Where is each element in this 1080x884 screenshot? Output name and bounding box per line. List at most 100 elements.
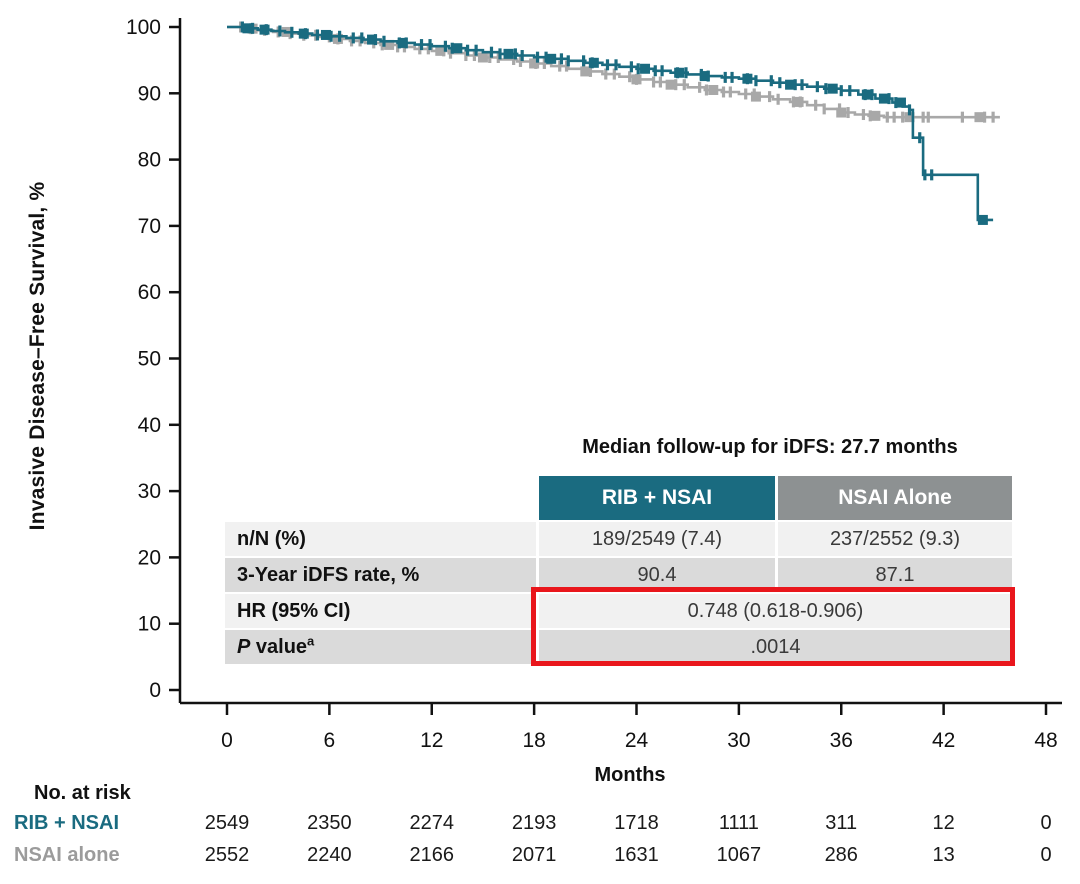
censor-tick	[814, 99, 818, 111]
y-axis-title: Invasive Disease–Free Survival, %	[26, 181, 49, 531]
summary-table-corner-cell	[225, 476, 536, 520]
x-tick-label: 36	[830, 729, 853, 752]
censor-tick	[338, 30, 342, 42]
at-risk-count: 2193	[511, 812, 557, 834]
censor-tick	[982, 111, 987, 123]
censor-block	[827, 83, 838, 94]
censor-tick	[682, 79, 686, 91]
censor-tick	[612, 68, 616, 80]
at-risk-count: 0	[1040, 844, 1052, 866]
censor-block	[332, 33, 343, 44]
censor-tick	[518, 55, 523, 67]
censor-tick	[498, 48, 502, 60]
censor-block	[259, 24, 270, 35]
at-risk-count: 0	[1040, 812, 1052, 834]
x-tick-label: 48	[1034, 729, 1057, 752]
y-tick-label: 10	[138, 613, 161, 636]
y-tick-label: 30	[138, 480, 161, 503]
censor-tick	[488, 51, 492, 63]
at-risk-count: 1718	[614, 812, 659, 834]
value-pvalue: .0014	[539, 630, 1012, 664]
censor-tick	[674, 79, 678, 91]
censor-tick	[564, 60, 569, 72]
summary-col-header-rib: RIB + NSAI	[539, 476, 775, 520]
censor-tick	[923, 169, 927, 181]
censor-tick	[887, 93, 891, 105]
censor-block	[742, 73, 753, 84]
at-risk-title: No. at risk	[34, 782, 131, 804]
at-risk-count: 286	[824, 844, 858, 866]
censor-tick	[240, 21, 244, 33]
censor-tick	[349, 35, 354, 47]
censor-tick	[885, 111, 889, 123]
x-tick-label: 42	[932, 729, 955, 752]
censor-tick	[894, 97, 898, 109]
median-followup-note: Median follow-up for iDFS: 27.7 months	[582, 436, 958, 458]
censor-block	[384, 39, 395, 50]
censor-tick	[358, 35, 362, 47]
censor-block	[674, 67, 685, 78]
censor-tick	[278, 25, 282, 37]
at-risk-row-rib: RIB + NSAI 2549 2350 2274 2193 1718 1111 311 12…	[0, 812, 1080, 838]
censor-tick	[315, 29, 320, 41]
censor-tick	[960, 111, 964, 123]
censor-tick	[723, 71, 727, 83]
x-tick-label: 12	[420, 729, 443, 752]
summary-table: RIB + NSAI NSAI Alone n/N (%) 189/2549 (…	[225, 476, 1012, 664]
censor-tick	[614, 59, 618, 71]
censor-tick	[443, 40, 447, 52]
censor-tick	[921, 111, 925, 123]
censor-block	[665, 79, 676, 90]
censor-block	[435, 45, 446, 56]
censor-tick	[588, 65, 593, 77]
censor-tick	[846, 107, 850, 119]
censor-block	[878, 93, 889, 104]
y-tick-label: 60	[138, 281, 161, 304]
at-risk-label-rib: RIB + NSAI	[14, 812, 120, 834]
censor-block	[588, 57, 599, 68]
censor-tick	[558, 60, 562, 72]
censor-block	[640, 63, 651, 74]
censor-tick	[496, 51, 500, 63]
at-risk-count: 2240	[307, 844, 352, 866]
censor-tick	[465, 44, 470, 56]
y-tick-label: 0	[149, 679, 161, 702]
at-risk-row-nsai: NSAI alone 2552 2240 2166 2071 1631 1067 286 13…	[0, 844, 1080, 870]
censor-tick	[653, 65, 657, 77]
censor-block	[708, 84, 719, 95]
value-3yr-rate-rib: 90.4	[539, 558, 775, 592]
x-tick-label: 6	[324, 729, 336, 752]
at-risk-count: 311	[825, 812, 858, 834]
censor-tick	[329, 30, 333, 42]
at-risk-count: 2274	[409, 812, 455, 834]
censor-tick	[744, 88, 748, 100]
censor-tick	[778, 77, 782, 89]
row-label-n-events: n/N (%)	[225, 522, 536, 556]
censor-tick	[776, 93, 780, 105]
at-risk-count: 2071	[511, 844, 557, 866]
censor-tick	[450, 42, 454, 54]
censor-tick	[892, 111, 896, 123]
censor-block	[477, 52, 488, 63]
at-risk-count: 1631	[614, 844, 659, 866]
value-n-events-nsai: 237/2552 (9.3)	[778, 522, 1012, 556]
censor-tick	[489, 46, 494, 58]
at-risk-count: 13	[932, 844, 955, 866]
censor-tick	[464, 50, 468, 62]
censor-tick	[351, 32, 355, 44]
censor-tick	[907, 104, 912, 116]
censor-block	[750, 91, 761, 102]
at-risk-count: 2549	[204, 812, 250, 834]
censor-tick	[901, 111, 905, 123]
censor-tick	[396, 41, 400, 53]
censor-tick	[822, 103, 826, 115]
censor-tick	[791, 96, 796, 108]
censor-tick	[418, 43, 422, 55]
censor-block	[785, 79, 796, 90]
censor-block	[699, 71, 710, 82]
y-tick-label: 80	[138, 149, 161, 172]
censor-tick	[250, 22, 255, 34]
censor-block	[974, 112, 985, 123]
censor-tick	[419, 39, 424, 51]
at-risk-count: 12	[932, 812, 955, 834]
